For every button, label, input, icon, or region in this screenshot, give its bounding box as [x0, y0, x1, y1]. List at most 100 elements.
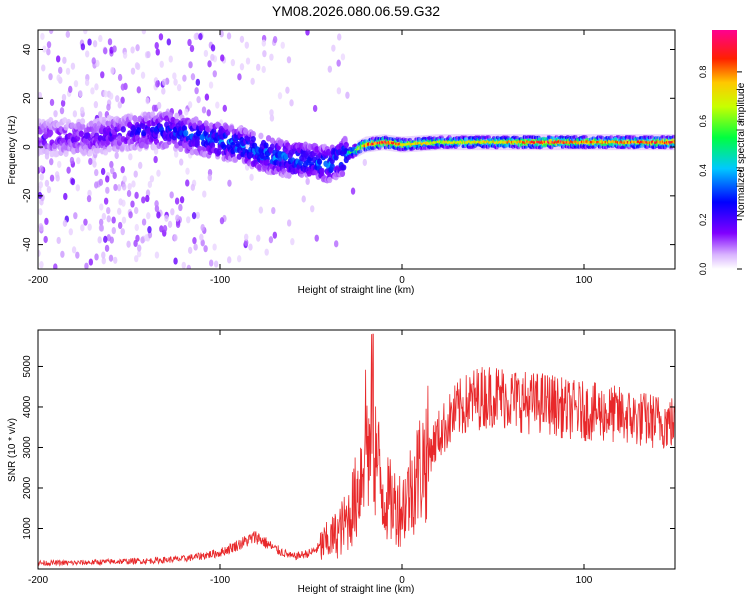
spectrogram-cell [173, 150, 179, 158]
spectrogram-cell [202, 190, 207, 198]
spectrogram-core [390, 141, 393, 145]
spectrogram-cell [121, 216, 127, 224]
spectrogram-cell [111, 226, 116, 235]
spectrogram-cell [127, 182, 132, 191]
spectrogram-core [524, 141, 526, 145]
colorbar-tick-label: 0.0 [698, 263, 708, 276]
spectrogram-core [402, 143, 405, 146]
spectrogram-core [660, 140, 662, 143]
spectrogram-core [669, 141, 671, 144]
spectrogram-core [394, 142, 396, 146]
spectrogram-core [466, 140, 468, 144]
spectrogram-cell [207, 173, 212, 182]
figure-title: YM08.2026.080.06.59.G32 [272, 3, 440, 19]
spectrogram-core [533, 141, 536, 144]
spectrogram-core [387, 141, 389, 144]
spectrogram-core [668, 140, 670, 144]
spectrogram-core [479, 141, 481, 144]
spectrogram-core [477, 140, 479, 144]
spectrogram-cell [249, 173, 254, 181]
spectrogram-cell [38, 249, 41, 257]
spectrogram-core [389, 141, 392, 145]
spectrogram-cell [88, 157, 93, 166]
spectrogram-cell [56, 74, 61, 82]
spectrogram-core [499, 140, 501, 144]
spectrogram-core [635, 141, 637, 145]
spectrogram-cell [312, 104, 318, 113]
spectrogram-core [606, 141, 608, 145]
spectrogram-core [445, 140, 447, 144]
spectrogram-cell [184, 108, 189, 116]
spectrogram-cell [126, 189, 132, 198]
spectrogram-core [658, 141, 660, 144]
spectrogram-cell [70, 178, 76, 186]
spectrogram-cell [187, 101, 193, 109]
spectrogram-cell [175, 220, 181, 229]
spectrogram-core [540, 140, 542, 143]
spectrogram-core [472, 141, 475, 144]
spectrogram-core [516, 140, 518, 144]
spectrogram-core [564, 140, 566, 144]
spectrogram-cell [185, 167, 190, 175]
spectrogram-core [519, 140, 522, 143]
spectrogram-cell [179, 196, 185, 204]
spectrogram-core [649, 141, 652, 145]
spectrogram-cell [91, 57, 96, 65]
spectrogram-core [672, 140, 674, 144]
spectrogram-core [366, 143, 369, 146]
spectrogram-core [625, 141, 628, 144]
spectrogram-core [567, 141, 570, 144]
spectrogram-cell [141, 196, 146, 204]
spectrogram-cell [269, 114, 275, 122]
spectrogram-cell [178, 158, 184, 166]
spectrogram-core [381, 141, 383, 144]
spectrogram-core [436, 140, 439, 144]
spectrogram-cell [53, 110, 58, 118]
spectrogram-cell [128, 114, 134, 121]
spectrogram-cell [128, 211, 133, 219]
spectrogram-cell [256, 63, 261, 71]
colorbar-tick-label: 0.4 [698, 164, 708, 177]
spectrogram-core [588, 141, 590, 144]
spectrogram-core [536, 140, 538, 143]
spectrogram-cell [161, 87, 166, 95]
spectrogram-core [654, 141, 656, 144]
spectrogram-cell [187, 246, 193, 254]
spectrogram-core [456, 140, 458, 144]
spectrogram-core [431, 142, 433, 145]
spectrogram-cell [213, 260, 219, 268]
spectrogram-core [543, 140, 546, 144]
spectrogram-cell [244, 41, 250, 49]
spectrogram-core [452, 141, 454, 144]
spectrogram-cell [138, 161, 143, 169]
spectrogram-cell [194, 87, 199, 95]
spectrogram-cell [316, 158, 323, 165]
spectrogram-core [372, 142, 374, 146]
spectrogram-core [423, 141, 426, 144]
spectrogram-core [368, 142, 370, 145]
spectrogram-cell [190, 183, 196, 191]
x-tick-label: -200 [28, 575, 48, 586]
spectrogram-core [481, 140, 483, 144]
spectrogram-cell [195, 211, 200, 219]
spectrogram-core [443, 140, 445, 143]
spectrogram-core [641, 140, 643, 144]
spectrogram-cell [136, 86, 141, 94]
spectrogram-cell [103, 47, 108, 55]
spectrogram-cell [135, 234, 140, 242]
snr-x-label: Height of straight line (km) [298, 584, 415, 595]
spectrogram-core [659, 140, 661, 144]
spectrogram-core [599, 140, 601, 143]
x-tick-label: 100 [576, 275, 593, 286]
spectrogram-cell [114, 151, 119, 160]
spectrogram-cell [46, 48, 51, 56]
spectrogram-cell [261, 65, 266, 74]
spectrogram-core [548, 141, 550, 145]
spectrogram-core [562, 140, 564, 143]
spectrogram-cell [71, 246, 77, 254]
spectrogram-cell [208, 81, 214, 89]
spectrogram-cell [74, 135, 81, 142]
spectrogram-core [475, 141, 477, 144]
spectrogram-cell [65, 67, 71, 75]
spectrogram-core [579, 141, 582, 144]
